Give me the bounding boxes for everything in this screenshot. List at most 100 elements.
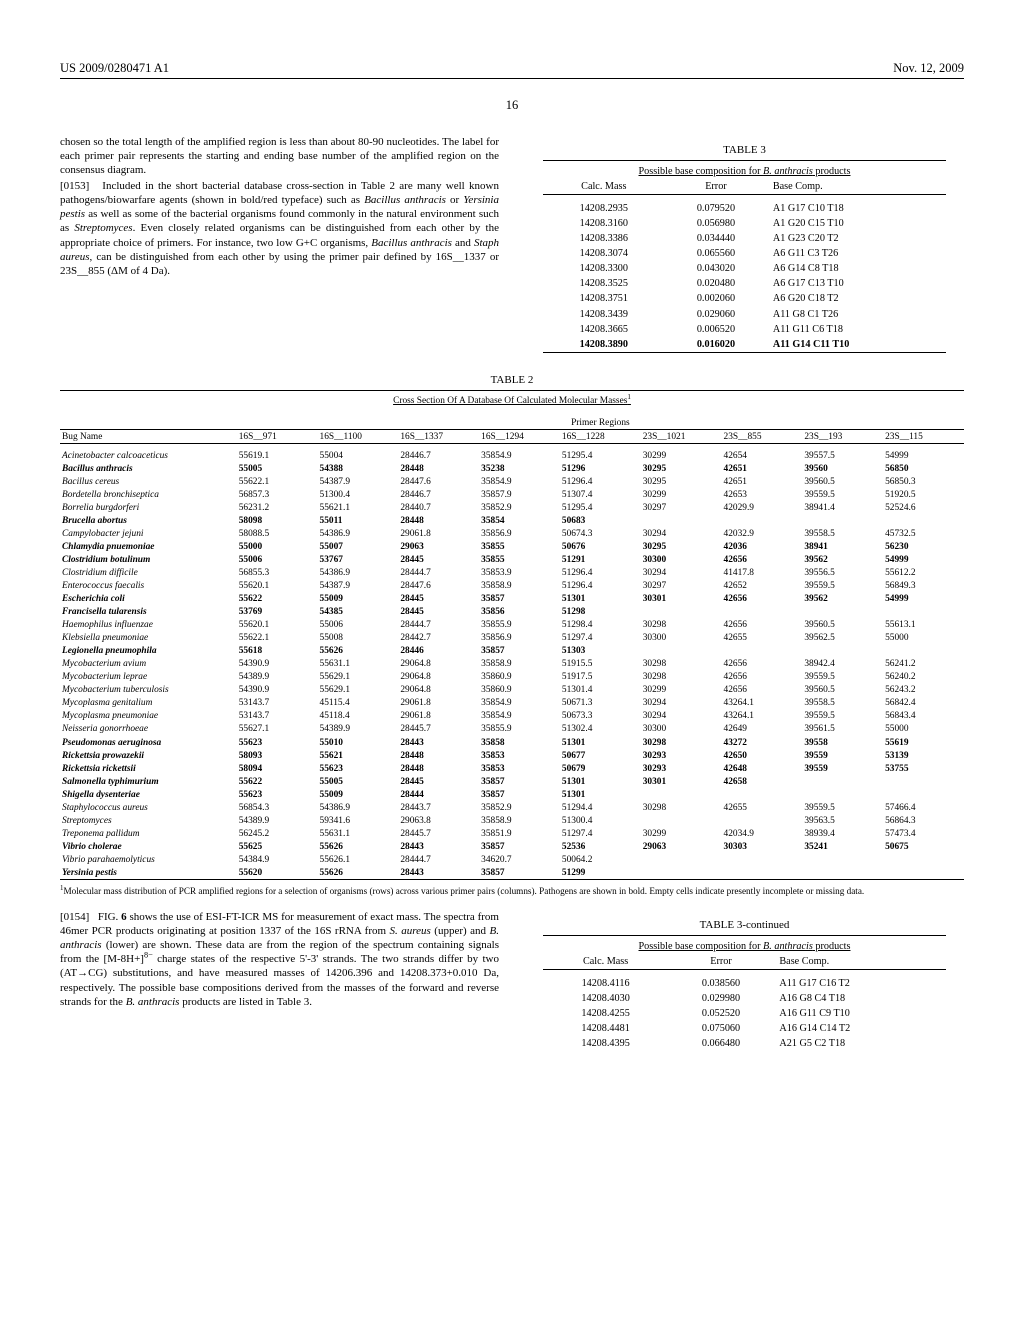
table3-cell: A6 G17 C13 T10	[767, 276, 947, 291]
table2-cell: 53755	[883, 762, 964, 775]
table2-cell: 55629.1	[318, 684, 399, 697]
table2-col-header: 23S__855	[722, 430, 803, 444]
table3cont-cell: 0.052520	[669, 1006, 774, 1021]
table3-cell: 0.079520	[665, 201, 767, 216]
table2-caption: Cross Section Of A Database Of Calculate…	[60, 390, 964, 411]
table2-cell: 30301	[641, 775, 722, 788]
table2-cell: 30303	[722, 840, 803, 853]
table2-bug-name: Bordetella bronchiseptica	[60, 488, 237, 501]
table2-cell: 51302.4	[560, 723, 641, 736]
table2-cell: 28444.7	[398, 619, 479, 632]
table2-cell: 41417.8	[722, 567, 803, 580]
table2-cell: 42650	[722, 749, 803, 762]
table2-cell: 28444.7	[398, 567, 479, 580]
table3cont-cell: 14208.4395	[543, 1036, 669, 1051]
table2-cell	[722, 606, 803, 619]
table2-cell: 42652	[722, 580, 803, 593]
table2-cell	[883, 853, 964, 866]
table3-cell: A6 G11 C3 T26	[767, 246, 947, 261]
table2-cell	[802, 775, 883, 788]
table2-cell	[802, 788, 883, 801]
table2-bug-name: Rickettsia prowazekii	[60, 749, 237, 762]
table3-cell: 14208.3890	[543, 337, 665, 353]
table2-cell: 42656	[722, 593, 803, 606]
table2-cell: 35852.9	[479, 501, 560, 514]
table3cont-label: TABLE 3-continued	[525, 918, 964, 932]
table2-bug-name: Campylobacter jejuni	[60, 528, 237, 541]
table2-cell: 56231.2	[237, 501, 318, 514]
table2-cell: 58094	[237, 762, 318, 775]
table2-cell: 50677	[560, 749, 641, 762]
table2-cell: 55010	[318, 736, 399, 749]
table2-cell: 30301	[641, 593, 722, 606]
table2-cell: 51298	[560, 606, 641, 619]
table2-cell: 35853.9	[479, 567, 560, 580]
table2-cell: 28445.7	[398, 827, 479, 840]
table2-cell: 55626	[318, 840, 399, 853]
table2-cell: 42658	[722, 775, 803, 788]
table2-cell: 56850.3	[883, 475, 964, 488]
table2-cell: 30300	[641, 723, 722, 736]
table2-cell: 39560.5	[802, 475, 883, 488]
table2-cell: 28442.7	[398, 632, 479, 645]
table2-cell	[883, 775, 964, 788]
table2-cell	[802, 866, 883, 880]
pub-date: Nov. 12, 2009	[893, 60, 964, 76]
table2-cell: 42036	[722, 541, 803, 554]
table3-cell: A11 G8 C1 T26	[767, 307, 947, 322]
table2-cell: 39557.5	[802, 449, 883, 462]
table2-bug-name: Staphylococcus aureus	[60, 801, 237, 814]
table2-cell	[722, 788, 803, 801]
table2-cell: 35856	[479, 606, 560, 619]
table2-cell: 51297.4	[560, 632, 641, 645]
table2-bug-name: Mycobacterium avium	[60, 658, 237, 671]
table2-bug-name: Mycoplasma pneumoniae	[60, 710, 237, 723]
table3-cell: 14208.3386	[543, 231, 665, 246]
table2-cell: 38939.4	[802, 827, 883, 840]
table2-cell: 51920.5	[883, 488, 964, 501]
table2-cell: 29061.8	[398, 697, 479, 710]
table2-cell: 51917.5	[560, 671, 641, 684]
table2-cell: 28446	[398, 645, 479, 658]
table2-cell: 39556.5	[802, 567, 883, 580]
table2-cell: 39558.5	[802, 528, 883, 541]
table3cont-cell: 14208.4116	[543, 976, 669, 991]
table2-cell: 39559.5	[802, 671, 883, 684]
table2-cell: 55009	[318, 593, 399, 606]
table3cont-h1: Calc. Mass	[543, 954, 669, 970]
table2-cell: 42648	[722, 762, 803, 775]
table3cont-h3: Base Comp.	[773, 954, 946, 970]
table2-cell: 35855	[479, 541, 560, 554]
table2-cell: 50673.3	[560, 710, 641, 723]
table2-cell: 43272	[722, 736, 803, 749]
table2-cell: 35854.9	[479, 697, 560, 710]
table2-cell: 51301	[560, 775, 641, 788]
table2-cell: 55612.2	[883, 567, 964, 580]
table2-cell: 35856.9	[479, 528, 560, 541]
table2-cell: 39560.5	[802, 684, 883, 697]
table2-cell: 42656	[722, 658, 803, 671]
table2-bug-name: Mycobacterium tuberculosis	[60, 684, 237, 697]
table2-cell: 38941.4	[802, 501, 883, 514]
table2-cell: 51296.4	[560, 580, 641, 593]
table2-cell: 56843.4	[883, 710, 964, 723]
table2-col-header: 23S__115	[883, 430, 964, 444]
table2-cell: 39559.5	[802, 710, 883, 723]
table2-cell: 43264.1	[722, 710, 803, 723]
para-0153: [0153] Included in the short bacterial d…	[60, 179, 499, 278]
table2-cell: 42655	[722, 801, 803, 814]
table2-cell: 53143.7	[237, 710, 318, 723]
table2-cell: 30293	[641, 762, 722, 775]
table3-cell: 0.002060	[665, 291, 767, 306]
table2-bug-name: Legionella pneumophila	[60, 645, 237, 658]
table3cont-cell: 0.075060	[669, 1021, 774, 1036]
table2-cell: 51301.4	[560, 684, 641, 697]
table2-bug-name: Bacillus cereus	[60, 475, 237, 488]
table2-footnote: 1Molecular mass distribution of PCR ampl…	[60, 886, 964, 898]
table2-cell: 42649	[722, 723, 803, 736]
table2-cell: 50674.3	[560, 528, 641, 541]
table2-cell: 35852.9	[479, 801, 560, 814]
table2-cell: 45118.4	[318, 710, 399, 723]
table2-bug-name: Vibrio cholerae	[60, 840, 237, 853]
table2-cell: 30300	[641, 554, 722, 567]
